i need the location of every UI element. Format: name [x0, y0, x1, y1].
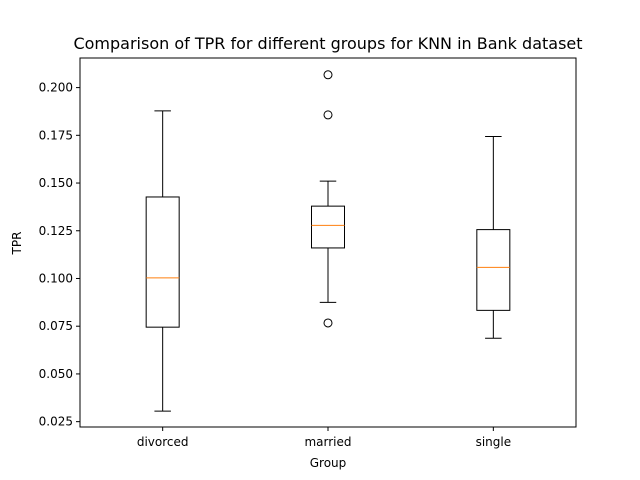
- y-tick-label: 0.050: [39, 367, 73, 381]
- x-axis-label: Group: [310, 456, 347, 470]
- outlier-point: [323, 70, 333, 80]
- y-tick-label: 0.025: [39, 415, 73, 429]
- chart-title: Comparison of TPR for different groups f…: [73, 34, 582, 53]
- outlier-point: [323, 110, 333, 120]
- iqr-box: [476, 229, 511, 311]
- x-tick-label-married: married: [304, 435, 351, 449]
- outlier-point: [323, 318, 333, 328]
- plot-frame: [79, 57, 577, 428]
- y-tick-label: 0.200: [39, 81, 73, 95]
- iqr-box: [145, 196, 180, 328]
- x-tick-label-divorced: divorced: [137, 435, 189, 449]
- y-tick-label: 0.175: [39, 128, 73, 142]
- iqr-box: [311, 205, 345, 249]
- y-tick-label: 0.125: [39, 224, 73, 238]
- y-axis-label: TPR: [10, 232, 24, 256]
- y-tick-label: 0.100: [39, 271, 73, 285]
- x-tick-label-single: single: [476, 435, 512, 449]
- y-tick-label: 0.075: [39, 319, 73, 333]
- y-axis: 0.025 0.050 0.075 0.100 0.125 0.150 0.175 0.200: [39, 81, 80, 429]
- box-divorced: [145, 110, 180, 412]
- box-married: [311, 70, 345, 328]
- box-single: [476, 135, 511, 339]
- y-tick-label: 0.150: [39, 176, 73, 190]
- plot-area: [145, 70, 511, 412]
- x-axis: divorced married single: [137, 427, 511, 449]
